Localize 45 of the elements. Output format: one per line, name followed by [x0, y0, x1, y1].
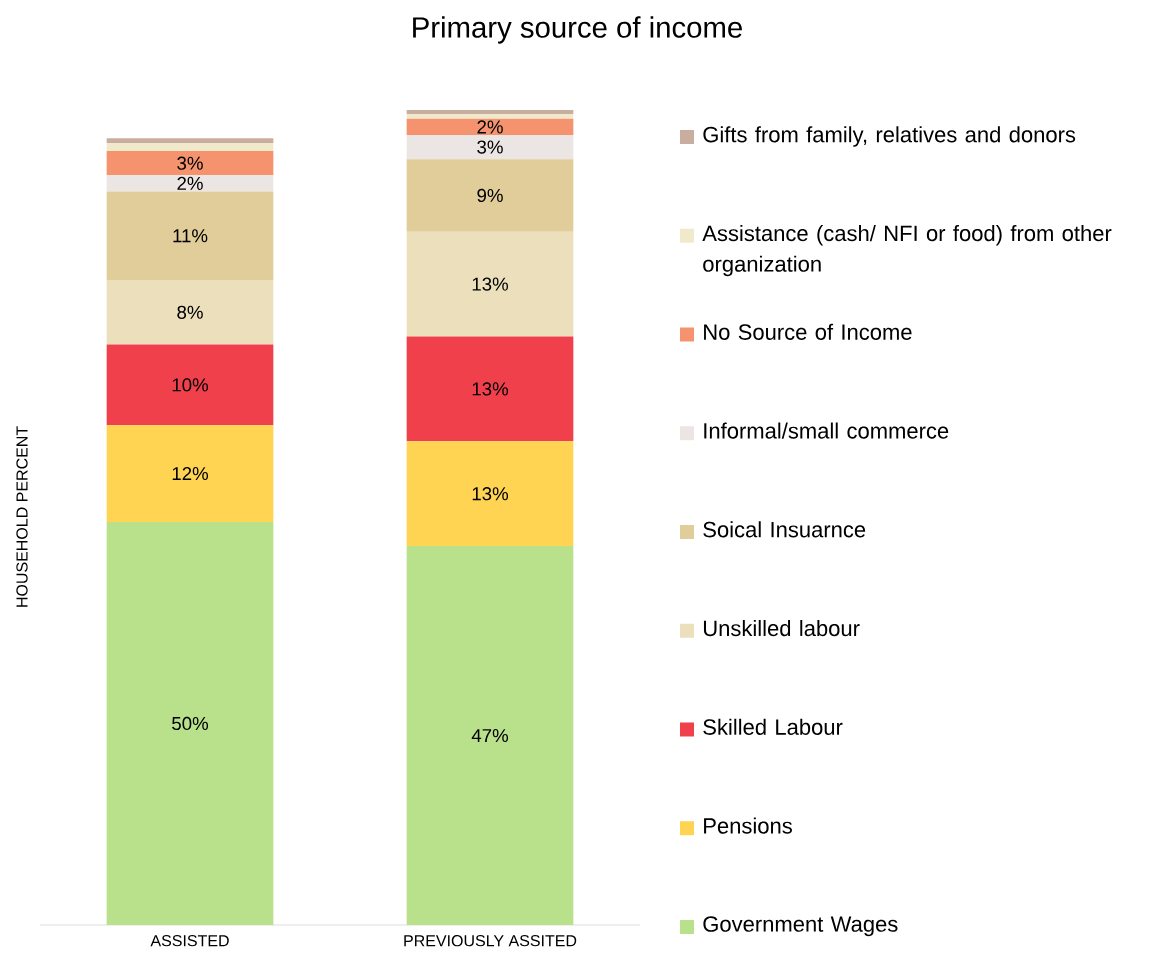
bar	[106, 143, 274, 152]
bar	[406, 159, 574, 232]
data-label: 8%	[177, 305, 203, 319]
chart-title: Primary source of income	[413, 16, 742, 44]
data-label: 13%	[472, 487, 509, 501]
legend-label: Soical Insuarnce	[703, 521, 866, 538]
legend-label: Assistance (cash/ NFI or food) from other organization	[702, 225, 1112, 277]
bar	[106, 425, 274, 522]
data-label: 13%	[472, 277, 509, 291]
data-label: 12%	[172, 466, 209, 481]
bar	[106, 151, 274, 176]
bar	[106, 521, 274, 925]
legend-label: Informal/small commerce	[704, 422, 949, 439]
bar	[406, 109, 574, 115]
bar	[106, 138, 274, 144]
bar	[406, 231, 574, 337]
bar	[406, 336, 574, 442]
data-label: 50%	[172, 716, 209, 731]
data-label: 47%	[471, 729, 509, 743]
legend-label: No Source of Income	[704, 323, 912, 340]
x-tick-label: ASSISTED	[150, 935, 229, 947]
legend-label: Skilled Labour	[703, 718, 843, 735]
data-label: 3%	[477, 140, 503, 154]
bar	[406, 546, 574, 925]
bar	[406, 118, 574, 135]
legend-label: Gifts from family, relatives and donors	[703, 126, 1076, 147]
y-axis-title: HOUSEHOLD PERCENT	[16, 426, 28, 607]
data-label: 13%	[472, 382, 509, 396]
data-label: 10%	[172, 378, 209, 392]
data-label: 9%	[477, 188, 503, 203]
bar	[406, 134, 574, 160]
data-label: 3%	[177, 156, 203, 170]
bar	[106, 280, 274, 345]
legend-label: Unskilled labour	[703, 620, 860, 637]
bar	[106, 344, 274, 426]
bar	[106, 175, 274, 192]
data-label: 2%	[177, 176, 203, 190]
legend-label: Pensions	[704, 817, 792, 834]
bar	[406, 114, 574, 119]
x-tick-label: PREVIOUSLY ASSITED	[404, 935, 577, 947]
bar	[106, 191, 274, 281]
data-label: 11%	[173, 229, 208, 243]
data-label: 2%	[477, 120, 503, 134]
legend-label: Government Wages	[703, 916, 898, 937]
bar	[406, 441, 574, 547]
